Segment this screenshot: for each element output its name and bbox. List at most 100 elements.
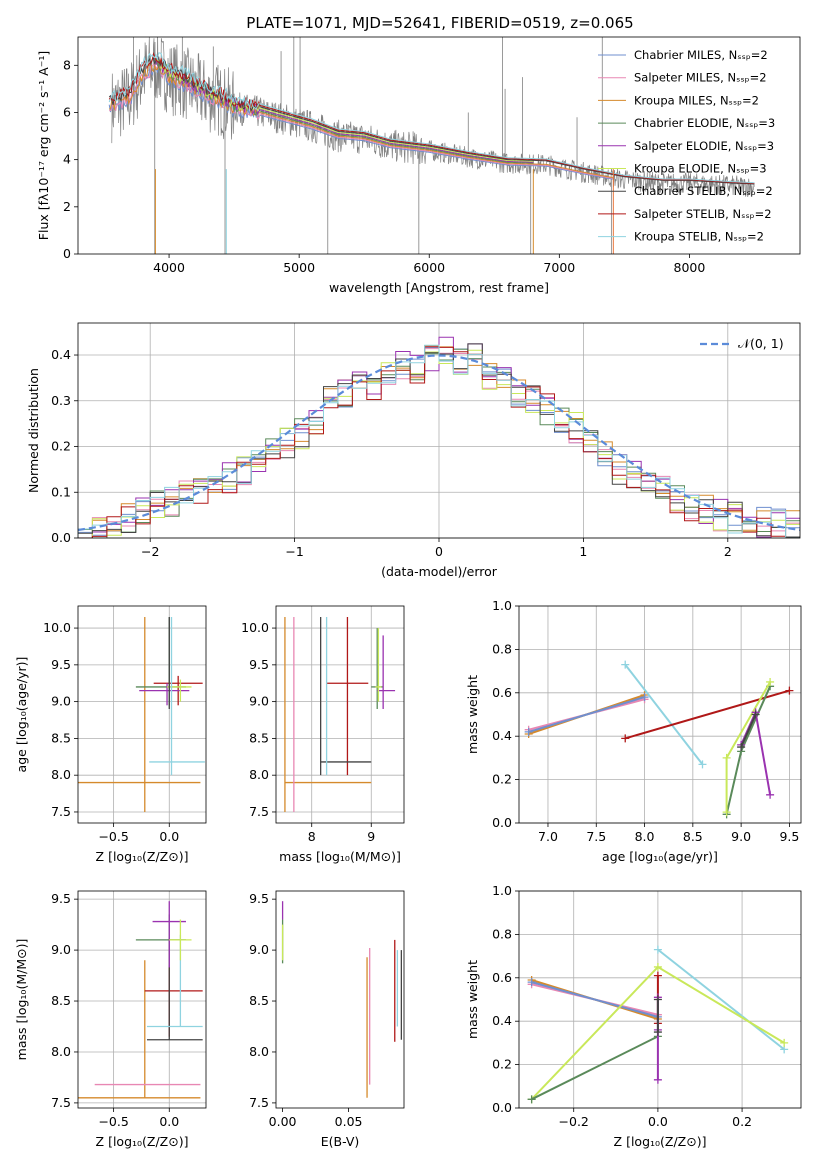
errorbar-plot-area <box>284 617 396 812</box>
x-tick-label: −0.5 <box>98 829 128 844</box>
weight-marker <box>524 727 533 736</box>
x-axis-label: Z [log₁₀(Z/Z⊙)] <box>96 1134 189 1149</box>
x-tick-label: 5000 <box>283 260 315 275</box>
weight-marker <box>780 1038 789 1047</box>
y-tick-label: 7.5 <box>249 804 269 819</box>
weight-vs-age-panel: 7.0 7.5 8.0 8.5 9.0 9.5 0.0 0.2 0.4 0.6 0.8 1.0 age … <box>465 598 802 864</box>
y-tick-label: 1.0 <box>492 883 512 898</box>
y-axis-label: age [log₁₀(age/yr)] <box>14 657 29 773</box>
plot-frame <box>518 605 802 824</box>
y-tick-label: 0.0 <box>51 530 71 545</box>
spectrum-y-label: Flux [fλ10⁻¹⁷ erg cm⁻² s⁻¹ A⁻¹] <box>36 51 51 240</box>
plot-frame <box>275 605 405 824</box>
x-tick-label: 9.5 <box>779 829 799 844</box>
age-vs-mass-panel: 8 9 7.5 8.0 8.5 9.0 9.5 10.0 mass [log₁₀(M/M⊙)] <box>241 605 405 864</box>
legend-label: Kroupa ELODIE, Nₛₛₚ=3 <box>634 162 767 176</box>
mass-vs-ebv-panel: 0.00 0.05 7.5 8.0 8.5 9.0 9.5 E(B-V) <box>249 890 405 1149</box>
residual-y-label: Normed distribution <box>26 368 41 493</box>
x-axis-label: age [log₁₀(age/yr)] <box>602 849 718 864</box>
y-tick-label: 0.6 <box>492 685 512 700</box>
model-spectrum-line <box>108 52 755 184</box>
plot-frame <box>77 605 207 824</box>
y-tick-label: 8 <box>63 57 71 72</box>
x-axis-label: E(B-V) <box>321 1134 360 1149</box>
age-vs-metallicity-panel: −0.5 0.0 7.5 8.0 8.5 9.0 9.5 10.0 Z [log₁₀(Z/Z⊙)… <box>14 605 207 864</box>
weight-vs-metallicity-panel: −0.2 0.0 0.2 0.0 0.2 0.4 0.6 0.8 1.0 Z [log₁₀(Z/Z… <box>465 883 802 1149</box>
y-tick-label: 1.0 <box>492 598 512 613</box>
weight-marker <box>653 971 662 980</box>
weight-marker <box>653 995 662 1004</box>
x-tick-label: 2 <box>724 544 732 559</box>
y-tick-label: 0.6 <box>492 970 512 985</box>
weight-marker <box>785 686 794 695</box>
x-axis-label: Z [log₁₀(Z/Z⊙)] <box>96 849 189 864</box>
legend-label: Kroupa MILES, Nₛₛₚ=2 <box>634 93 759 107</box>
residuals-panel: −2 −1 0 1 2 0.0 0.1 0.2 0.3 0.4 𝒩(0, 1) (data-model… <box>26 322 801 579</box>
x-tick-label: 0.0 <box>648 1114 668 1129</box>
weight-line <box>725 685 772 815</box>
y-tick-label: 0.2 <box>492 1057 512 1072</box>
weight-marker <box>737 743 746 752</box>
weight-line <box>531 1035 659 1101</box>
x-tick-label: 7.0 <box>538 829 558 844</box>
figure-title: PLATE=1071, MJD=52641, FIBERID=0519, z=0… <box>246 14 633 32</box>
x-tick-label: −1 <box>285 544 303 559</box>
x-axis-label: mass [log₁₀(M/M⊙)] <box>279 849 401 864</box>
y-tick-label: 0.0 <box>492 1100 512 1115</box>
weight-marker <box>621 734 630 743</box>
y-tick-label: 10.0 <box>43 620 71 635</box>
y-tick-label: 8.5 <box>51 993 71 1008</box>
weight-marker <box>766 677 775 686</box>
y-tick-label: 0.1 <box>51 484 71 499</box>
model-spectrum-line <box>108 56 755 185</box>
y-tick-label: 0.3 <box>51 393 71 408</box>
x-tick-label: 8 <box>308 829 316 844</box>
y-tick-label: 8.5 <box>51 730 71 745</box>
weight-marker <box>722 753 731 762</box>
legend-label: Kroupa STELIB, Nₛₛₚ=2 <box>634 230 764 244</box>
x-tick-label: 9 <box>367 829 375 844</box>
y-tick-label: 9.5 <box>249 891 269 906</box>
errorbar-plot-area <box>281 901 403 1098</box>
x-tick-label: 0.0 <box>159 1114 179 1129</box>
x-tick-label: 8000 <box>674 260 706 275</box>
y-tick-label: 0.4 <box>492 1013 512 1028</box>
errorbar-plot-area <box>78 617 205 812</box>
y-tick-label: 8.5 <box>249 993 269 1008</box>
legend-label: Chabrier MILES, Nₛₛₚ=2 <box>634 48 768 62</box>
y-tick-label: 8.0 <box>51 767 71 782</box>
weight-marker <box>527 1095 536 1104</box>
weight-marker <box>527 978 536 987</box>
x-tick-label: 0.0 <box>159 829 179 844</box>
y-tick-label: 0.4 <box>492 728 512 743</box>
weight-marker <box>653 945 662 954</box>
y-tick-label: 9.5 <box>51 891 71 906</box>
model-spectrum-line <box>155 59 534 164</box>
y-tick-label: 9.0 <box>249 694 269 709</box>
x-tick-label: 6000 <box>413 260 445 275</box>
x-tick-label: 0.2 <box>732 1114 752 1129</box>
weight-marker <box>751 710 760 719</box>
legend-label: Chabrier ELODIE, Nₛₛₚ=3 <box>634 116 775 130</box>
y-tick-label: 9.0 <box>51 942 71 957</box>
mass-vs-metallicity-panel: −0.5 0.0 7.5 8.0 8.5 9.0 9.5 Z [log₁₀(Z/Z⊙)] mas… <box>14 890 207 1149</box>
y-tick-label: 9.0 <box>51 694 71 709</box>
x-tick-label: 0 <box>435 544 443 559</box>
y-tick-label: 0.8 <box>492 926 512 941</box>
x-tick-label: 0.00 <box>269 1114 297 1129</box>
y-tick-label: 0 <box>63 246 71 261</box>
y-tick-label: 7.5 <box>249 1095 269 1110</box>
legend-label: 𝒩(0, 1) <box>738 336 784 351</box>
weight-marker <box>698 760 707 769</box>
x-tick-label: 9.0 <box>731 829 751 844</box>
y-axis-label: mass [log₁₀(M/M⊙)] <box>14 939 29 1061</box>
weight-line <box>657 948 785 1051</box>
x-tick-label: −0.2 <box>559 1114 589 1129</box>
weight-marker <box>653 1028 662 1037</box>
x-tick-label: −0.5 <box>98 1114 128 1129</box>
x-tick-label: 7.5 <box>586 829 606 844</box>
residual-x-label: (data-model)/error <box>381 564 498 579</box>
weight-marker <box>653 962 662 971</box>
x-tick-label: −2 <box>141 544 159 559</box>
weight-line <box>531 981 659 1018</box>
